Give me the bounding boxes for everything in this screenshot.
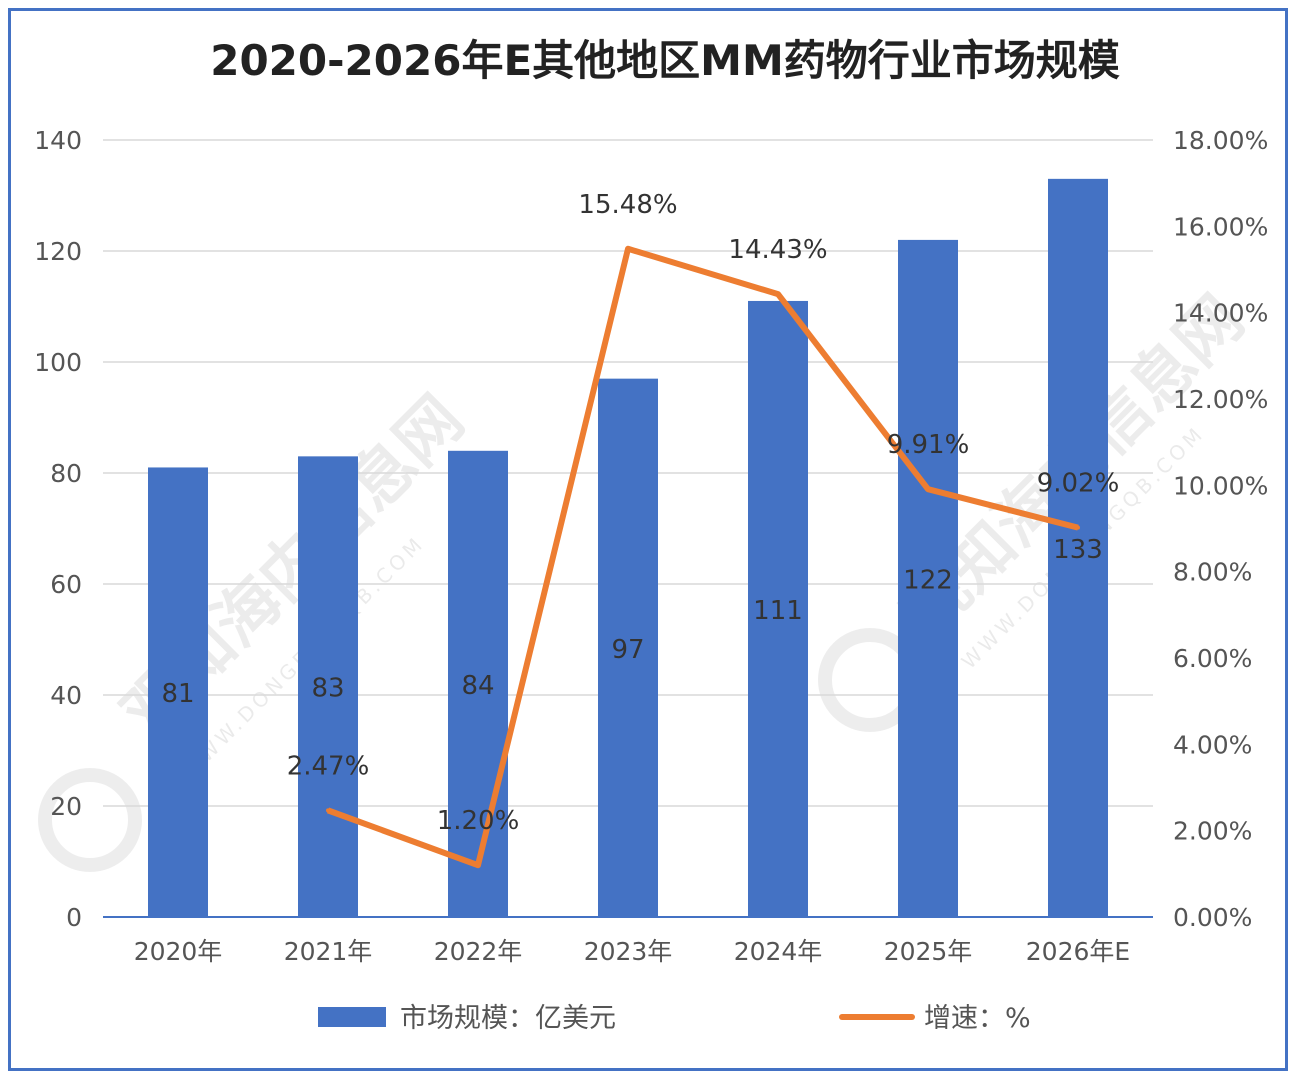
x-tick-label: 2026年E	[1026, 937, 1130, 966]
y-left-tick-label: 60	[50, 570, 82, 599]
chart-frame	[8, 8, 1288, 1071]
bar-value-label: 133	[1053, 535, 1103, 565]
x-tick-label: 2020年	[134, 937, 223, 966]
x-tick-label: 2023年	[584, 937, 673, 966]
growth-point	[476, 863, 480, 868]
y-left-tick-label: 140	[34, 126, 82, 155]
bar-2024年	[748, 300, 808, 917]
y-right-tick-label: 12.00%	[1173, 385, 1268, 414]
bar-value-label: 81	[161, 679, 194, 709]
bar-2023年	[598, 378, 658, 917]
growth-point	[926, 487, 930, 492]
y-left-tick-label: 0	[66, 903, 82, 932]
bar-value-label: 84	[461, 671, 494, 701]
growth-value-label: 2.47%	[287, 751, 370, 781]
y-left-tick-label: 20	[50, 792, 82, 821]
legend-bar-swatch	[318, 1007, 386, 1027]
growth-point	[326, 808, 330, 813]
y-right-tick-label: 2.00%	[1173, 817, 1252, 846]
growth-point	[626, 246, 630, 251]
growth-value-label: 15.48%	[578, 190, 677, 220]
growth-value-label: 9.91%	[887, 430, 970, 460]
growth-point	[1076, 525, 1080, 530]
y-left-tick-label: 120	[34, 237, 82, 266]
y-right-tick-label: 6.00%	[1173, 644, 1252, 673]
y-left-tick-label: 80	[50, 459, 82, 488]
y-right-tick-label: 8.00%	[1173, 558, 1252, 587]
bar-value-label: 83	[311, 674, 344, 704]
y-right-tick-label: 14.00%	[1173, 299, 1268, 328]
bar-2021年	[298, 456, 358, 917]
bar-2022年	[448, 450, 508, 917]
legend-line-label: 增速：%	[924, 1003, 1031, 1034]
x-tick-label: 2021年	[284, 937, 373, 966]
y-left-tick-label: 100	[34, 348, 82, 377]
chart-title: 2020-2026年E其他地区MM药物行业市场规模	[210, 36, 1120, 85]
x-tick-label: 2024年	[734, 937, 823, 966]
bar-value-label: 122	[903, 565, 953, 595]
legend-bar-label: 市场规模：亿美元	[400, 1003, 616, 1034]
bar-2026年E	[1048, 178, 1108, 918]
growth-point	[776, 292, 780, 297]
x-tick-label: 2022年	[434, 937, 523, 966]
bar-2025年	[898, 239, 958, 917]
growth-line	[326, 245, 1079, 869]
y-right-tick-label: 18.00%	[1173, 126, 1268, 155]
growth-value-label: 14.43%	[728, 235, 827, 265]
y-left-tick-label: 40	[50, 681, 82, 710]
y-right-tick-label: 4.00%	[1173, 730, 1252, 759]
y-right-tick-label: 16.00%	[1173, 212, 1268, 241]
bar-2020年	[148, 467, 208, 917]
watermark-logo-icon	[38, 768, 142, 872]
bar-value-label: 111	[753, 596, 803, 626]
y-right-tick-label: 10.00%	[1173, 471, 1268, 500]
x-tick-label: 2025年	[884, 937, 973, 966]
bar-value-label: 97	[611, 635, 644, 665]
growth-value-label: 1.20%	[437, 806, 520, 836]
y-right-tick-label: 0.00%	[1173, 903, 1252, 932]
growth-value-label: 9.02%	[1037, 469, 1120, 499]
